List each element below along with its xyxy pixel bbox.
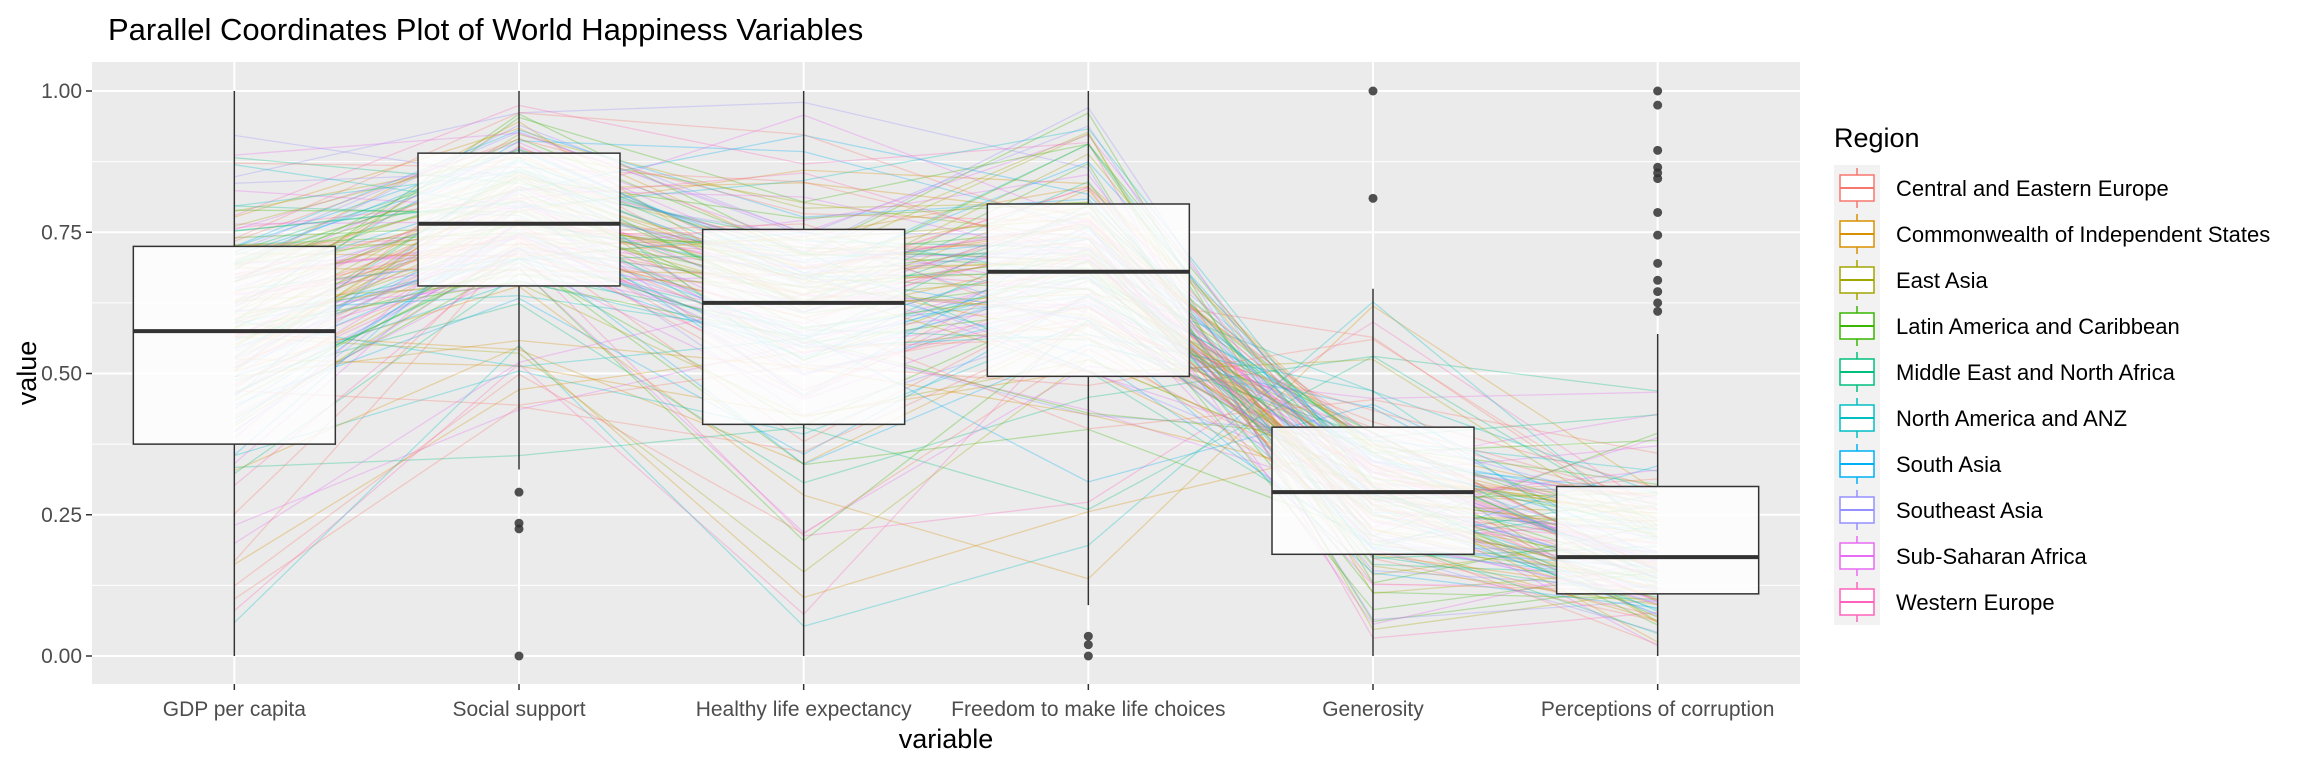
- legend-label: Commonwealth of Independent States: [1896, 222, 2270, 247]
- outlier-point: [1083, 631, 1093, 641]
- outlier-point: [1368, 86, 1378, 96]
- legend-entry: Western Europe: [1834, 579, 2055, 625]
- x-tick-label: Social support: [452, 698, 585, 721]
- outlier-point: [1653, 207, 1663, 217]
- legend-entry: Central and Eastern Europe: [1834, 165, 2169, 211]
- y-tick-label: 0.00: [41, 645, 82, 668]
- outlier-point: [514, 524, 524, 534]
- outlier-point: [1653, 100, 1663, 110]
- country-line: [234, 101, 1658, 621]
- y-tick-label: 0.25: [41, 504, 82, 527]
- outlier-point: [1653, 275, 1663, 285]
- legend-entry: Middle East and North Africa: [1834, 349, 2176, 395]
- country-line: [234, 104, 1658, 639]
- legend-title: Region: [1834, 123, 1920, 153]
- box-iqr: [132, 245, 337, 445]
- outlier-point: [1083, 640, 1093, 650]
- legend-entry: Latin America and Caribbean: [1834, 303, 2180, 349]
- country-line: [233, 322, 1658, 600]
- legend-entry: Southeast Asia: [1834, 487, 2044, 533]
- box-iqr: [1555, 485, 1760, 595]
- legend-label: Southeast Asia: [1896, 498, 2044, 523]
- country-line: [234, 285, 1659, 580]
- y-tick-label: 1.00: [41, 80, 82, 103]
- box-iqr: [986, 203, 1191, 378]
- legend-entry: South Asia: [1834, 441, 2002, 487]
- outlier-point: [1653, 287, 1663, 297]
- x-axis: GDP per capita Social support Healthy life…: [163, 684, 1774, 721]
- country-line: [234, 302, 1659, 526]
- legend-label: Sub-Saharan Africa: [1896, 544, 2088, 569]
- outlier-point: [1653, 298, 1663, 308]
- legend: Region Central and Eastern Europe Commonw…: [1832, 123, 2284, 625]
- outlier-point: [514, 651, 524, 661]
- x-tick-label: Perceptions of corruption: [1541, 698, 1774, 721]
- legend-entry: East Asia: [1834, 257, 1988, 303]
- legend-label: South Asia: [1896, 452, 2002, 477]
- outlier-point: [514, 487, 524, 497]
- outlier-point: [1653, 145, 1663, 155]
- country-line: [234, 355, 1658, 511]
- outlier-point: [1653, 306, 1663, 316]
- x-tick-label: Generosity: [1322, 698, 1424, 721]
- country-line: [234, 280, 1659, 583]
- box-plot: [986, 91, 1191, 661]
- legend-label: Middle East and North Africa: [1896, 360, 2176, 385]
- outlier-point: [1653, 230, 1663, 240]
- country-line: [234, 125, 1658, 633]
- legend-label: Latin America and Caribbean: [1896, 314, 2180, 339]
- box-iqr: [417, 152, 621, 287]
- box-plots: [132, 86, 1760, 661]
- box-iqr: [701, 228, 906, 426]
- legend-label: Western Europe: [1896, 590, 2055, 615]
- country-line: [233, 241, 1658, 562]
- legend-label: North America and ANZ: [1896, 406, 2127, 431]
- country-line: [233, 112, 1658, 584]
- outlier-point: [1653, 86, 1663, 96]
- country-line: [233, 301, 1659, 628]
- y-tick-label: 0.50: [41, 363, 82, 386]
- country-line: [234, 124, 1658, 589]
- x-tick-label: GDP per capita: [163, 698, 307, 721]
- legend-entry: North America and ANZ: [1834, 395, 2127, 441]
- x-tick-label: Freedom to make life choices: [951, 698, 1225, 721]
- box-plot: [1271, 86, 1475, 656]
- country-line: [234, 338, 1659, 522]
- y-tick-label: 0.75: [41, 221, 82, 244]
- legend-label: East Asia: [1896, 268, 1988, 293]
- x-tick-label: Healthy life expectancy: [696, 698, 912, 721]
- legend-label: Central and Eastern Europe: [1896, 176, 2169, 201]
- box-plot: [132, 91, 337, 656]
- box-plot: [701, 91, 906, 656]
- outlier-point: [1653, 258, 1663, 268]
- country-line: [234, 267, 1658, 534]
- legend-entry: Commonwealth of Independent States: [1834, 211, 2270, 257]
- chart-title: Parallel Coordinates Plot of World Happi…: [108, 12, 863, 47]
- y-axis: 0.00 0.25 0.50 0.75 1.00: [41, 80, 92, 668]
- y-axis-title: value: [12, 341, 42, 406]
- box-plot: [1555, 86, 1760, 656]
- x-axis-title: variable: [899, 724, 994, 754]
- box-plot: [417, 91, 621, 661]
- legend-entry: Sub-Saharan Africa: [1834, 533, 2088, 579]
- outlier-point: [1368, 193, 1378, 203]
- outlier-point: [1083, 651, 1093, 661]
- outlier-point: [1653, 174, 1663, 184]
